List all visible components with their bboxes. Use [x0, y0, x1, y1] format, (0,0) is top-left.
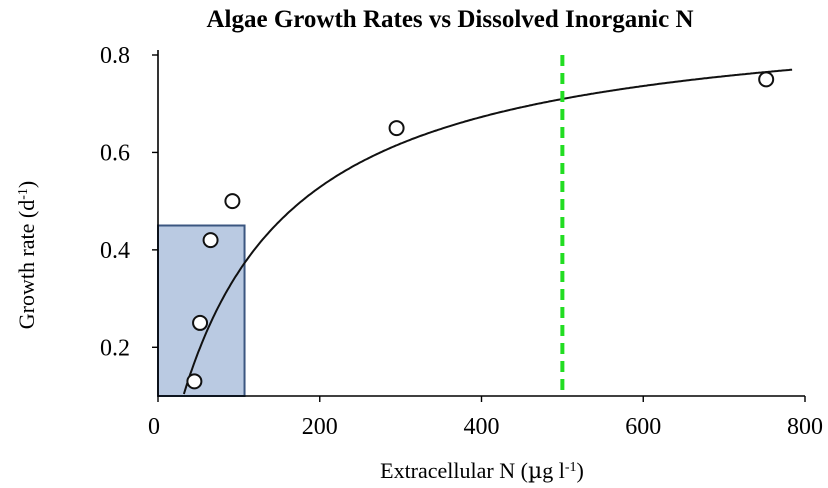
- x-tick-label: 200: [302, 414, 338, 440]
- data-point-4: [224, 193, 241, 210]
- data-point-2: [192, 314, 209, 331]
- highlight-region: [157, 224, 246, 397]
- y-tick-label: 0.8: [100, 43, 130, 69]
- x-tick-label: 400: [464, 414, 500, 440]
- x-tick-label: 0: [148, 414, 160, 440]
- chart-title: Algae Growth Rates vs Dissolved Inorgani…: [206, 6, 693, 33]
- x-tick-label: 800: [787, 414, 823, 440]
- y-tick-label: 0.4: [100, 238, 130, 264]
- data-point-1: [186, 373, 203, 390]
- x-axis-label: Extracellular N (µg l-1): [380, 458, 584, 484]
- y-tick-label: 0.6: [100, 140, 130, 166]
- fit-curve: [182, 68, 793, 395]
- data-point-3: [202, 232, 219, 249]
- x-tick-label: 600: [625, 414, 661, 440]
- data-point-5: [388, 120, 405, 137]
- y-tick-label: 0.2: [100, 335, 130, 361]
- y-axis-label: Growth rate (d-1): [14, 181, 39, 330]
- data-point-6: [758, 71, 775, 88]
